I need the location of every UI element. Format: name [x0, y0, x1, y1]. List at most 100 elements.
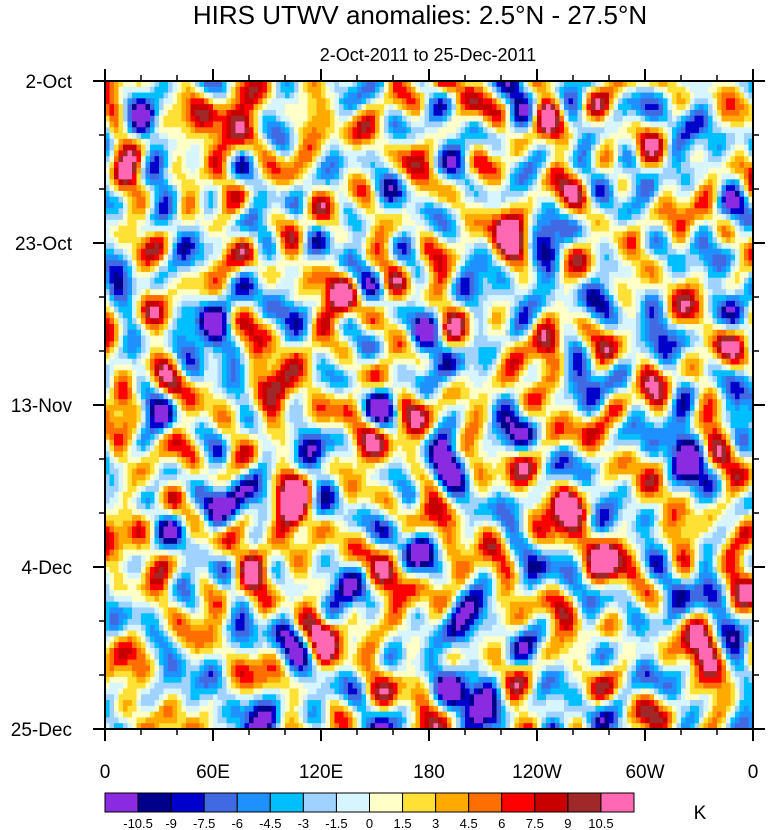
- field-cell: [559, 185, 565, 192]
- field-cell: [456, 202, 461, 209]
- field-cell: [636, 214, 641, 221]
- field-cell: [388, 208, 394, 215]
- field-cell: [258, 167, 263, 174]
- field-cell: [150, 266, 155, 273]
- field-cell: [573, 144, 578, 151]
- field-cell: [244, 260, 250, 267]
- field-cell: [528, 115, 533, 122]
- field-cell: [406, 104, 412, 111]
- field-cell: [460, 208, 466, 215]
- field-cell: [726, 144, 731, 151]
- field-cell: [429, 266, 434, 273]
- field-cell: [258, 196, 263, 203]
- field-cell: [415, 237, 421, 244]
- field-cell: [253, 138, 259, 145]
- field-cell: [573, 271, 578, 279]
- field-cell: [294, 133, 299, 140]
- field-cell: [699, 121, 704, 128]
- field-cell: [388, 92, 394, 99]
- field-cell: [145, 127, 151, 134]
- field-cell: [613, 219, 619, 226]
- field-cell: [420, 185, 425, 192]
- field-cell: [195, 196, 200, 203]
- field-cell: [496, 92, 502, 99]
- field-cell: [721, 214, 727, 221]
- field-cell: [321, 92, 326, 99]
- field-cell: [253, 81, 259, 88]
- field-cell: [703, 121, 709, 128]
- field-cell: [294, 167, 299, 174]
- field-cell: [703, 144, 709, 151]
- field-cell: [253, 104, 259, 111]
- field-cell: [105, 271, 110, 279]
- field-cell: [388, 121, 394, 128]
- field-cell: [730, 98, 736, 105]
- field-cell: [541, 260, 547, 267]
- field-cell: [271, 260, 277, 267]
- field-cell: [258, 231, 263, 238]
- field-cell: [105, 81, 110, 88]
- field-cell: [604, 219, 610, 226]
- field-cell: [285, 115, 290, 122]
- field-cell: [415, 121, 421, 128]
- field-cell: [190, 248, 196, 255]
- field-cell: [348, 202, 353, 209]
- field-cell: [730, 243, 736, 250]
- field-cell: [375, 86, 380, 93]
- field-cell: [631, 138, 637, 145]
- field-cell: [271, 150, 277, 157]
- field-cell: [262, 219, 268, 226]
- field-cell: [276, 219, 281, 226]
- field-cell: [240, 127, 245, 134]
- field-cell: [244, 231, 250, 238]
- field-cell: [564, 138, 569, 145]
- field-cell: [483, 173, 488, 180]
- field-cell: [127, 225, 133, 232]
- field-cell: [348, 266, 353, 273]
- field-cell: [276, 190, 281, 198]
- field-cell: [636, 190, 641, 198]
- field-cell: [420, 109, 425, 117]
- field-cell: [181, 214, 187, 221]
- field-cell: [739, 115, 745, 122]
- field-cell: [172, 179, 178, 186]
- field-cell: [672, 173, 677, 180]
- field-cell: [447, 219, 452, 226]
- field-cell: [721, 115, 727, 122]
- field-cell: [424, 162, 430, 169]
- field-cell: [244, 248, 250, 255]
- field-cell: [145, 115, 151, 122]
- field-cell: [577, 219, 583, 226]
- field-cell: [105, 196, 110, 203]
- field-cell: [514, 115, 520, 122]
- field-cell: [343, 190, 349, 198]
- field-cell: [699, 196, 704, 203]
- field-cell: [384, 237, 389, 244]
- field-cell: [748, 138, 754, 145]
- field-cell: [145, 219, 151, 226]
- field-cell: [411, 237, 416, 244]
- field-cell: [694, 208, 700, 215]
- field-cell: [370, 162, 376, 169]
- field-cell: [654, 237, 659, 244]
- field-cell: [177, 127, 182, 134]
- field-cell: [708, 115, 713, 122]
- field-cell: [627, 243, 632, 250]
- field-cell: [573, 173, 578, 180]
- field-cell: [213, 150, 218, 157]
- field-cell: [730, 231, 736, 238]
- field-cell: [204, 237, 209, 244]
- field-cell: [559, 190, 565, 198]
- field-cell: [438, 254, 443, 261]
- field-cell: [307, 162, 313, 169]
- field-cell: [663, 254, 668, 261]
- field-cell: [105, 127, 110, 134]
- field-cell: [627, 190, 632, 198]
- field-cell: [190, 208, 196, 215]
- field-cell: [213, 196, 218, 203]
- field-cell: [726, 248, 731, 255]
- field-cell: [298, 225, 304, 232]
- field-cell: [478, 179, 484, 186]
- field-cell: [258, 185, 263, 192]
- field-cell: [105, 173, 110, 180]
